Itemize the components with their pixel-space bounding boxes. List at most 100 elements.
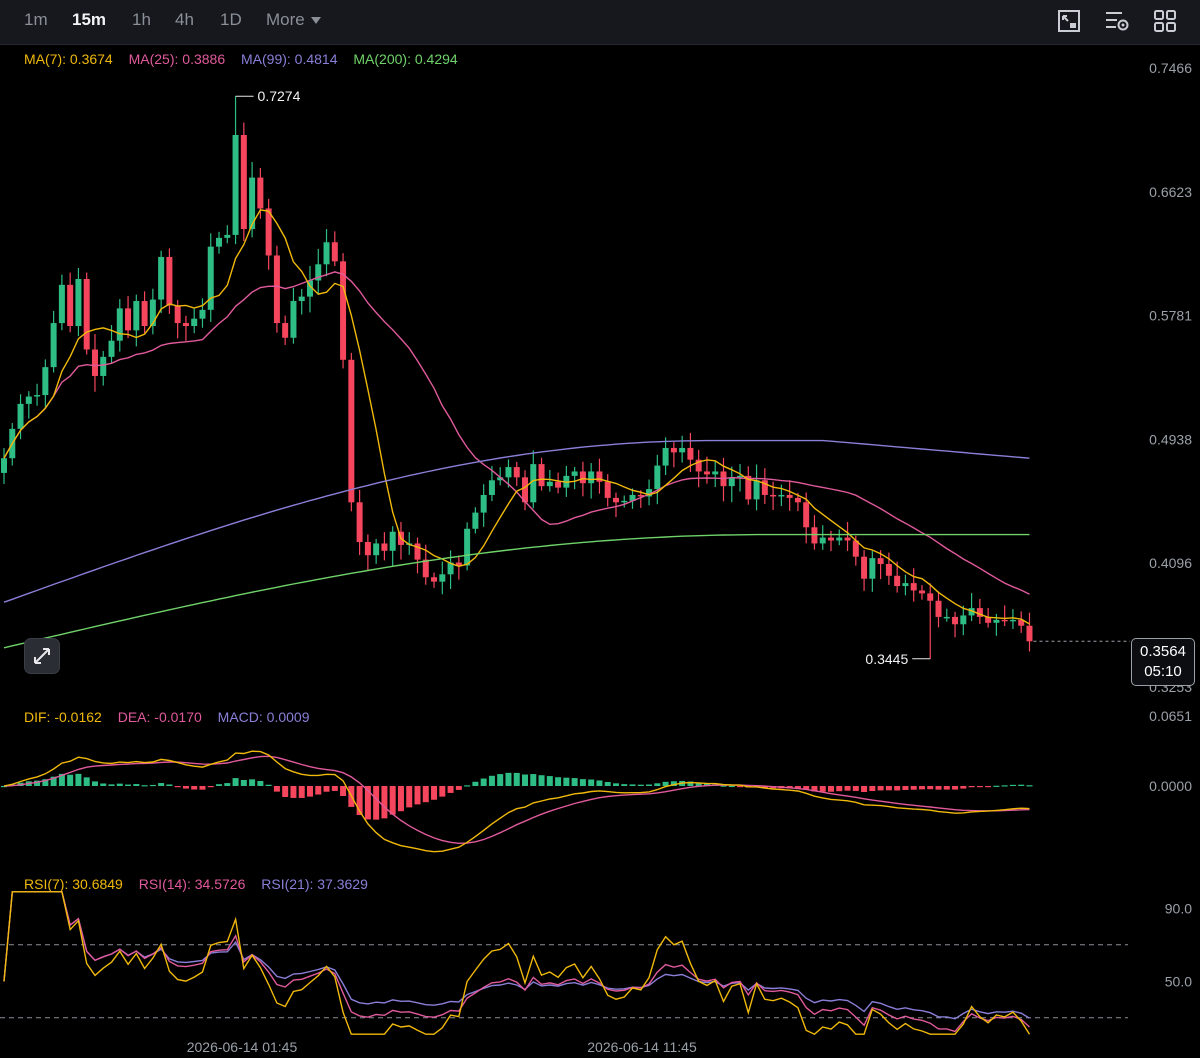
candle-body — [844, 537, 851, 541]
candle-body — [240, 134, 247, 230]
macd-histogram-bar — [522, 774, 529, 786]
candle-body — [364, 541, 371, 556]
more-timeframes-dropdown[interactable]: More — [266, 10, 321, 30]
candle-body — [737, 475, 744, 478]
macd-histogram-bar — [530, 774, 537, 786]
candle-body — [224, 234, 231, 238]
candle-body — [389, 531, 396, 551]
chart-settings-icon[interactable] — [1056, 8, 1082, 34]
macd-histogram-bar — [480, 778, 487, 786]
candle-body — [538, 464, 545, 487]
candle-body — [662, 447, 669, 466]
macd-histogram-bar — [844, 786, 851, 791]
expand-chart-button[interactable] — [24, 638, 60, 674]
macd-histogram-bar — [976, 786, 983, 788]
macd-histogram-bar — [985, 786, 992, 788]
candle-body — [910, 583, 917, 591]
ma25-line — [3, 271, 1030, 595]
macd-histogram-bar — [910, 786, 917, 790]
timeframe-1h[interactable]: 1h — [132, 10, 151, 29]
macd-histogram-bar — [422, 786, 429, 803]
macd-histogram-bar — [290, 786, 297, 798]
macd-histogram-bar — [803, 786, 810, 790]
macd-histogram-bar — [968, 786, 975, 788]
candle-body — [918, 590, 925, 594]
candle-body — [894, 575, 901, 587]
macd-histogram-bar — [703, 783, 710, 786]
ma-legend: MA(7): 0.3674 MA(25): 0.3886 MA(99): 0.4… — [24, 51, 470, 67]
macd-histogram-bar — [637, 784, 644, 786]
macd-histogram-bar — [34, 780, 41, 786]
candle-body — [1009, 619, 1016, 622]
candle-body — [298, 296, 305, 302]
macd-histogram-bar — [182, 786, 189, 789]
candle-body — [75, 278, 82, 327]
ma7-line — [3, 209, 1030, 625]
candle-body — [869, 558, 876, 579]
candle-body — [100, 356, 107, 376]
rsi14-value: RSI(14): 34.5726 — [138, 876, 246, 892]
macd-histogram-bar — [166, 784, 173, 786]
timeframe-1d[interactable]: 1D — [220, 10, 242, 29]
macd-histogram-bar — [472, 781, 479, 786]
macd-histogram-bar — [323, 786, 330, 792]
candle-body — [679, 447, 686, 453]
macd-histogram-bar — [761, 786, 768, 788]
candle-body — [373, 543, 380, 556]
dea-line — [3, 755, 1030, 845]
candle-body — [1, 458, 7, 473]
macd-histogram-bar — [852, 786, 859, 791]
candle-body — [902, 583, 909, 587]
macd-histogram-bar — [249, 779, 256, 786]
indicator-settings-icon[interactable] — [1104, 8, 1130, 34]
macd-histogram-bar — [42, 779, 49, 786]
candle-body — [505, 467, 512, 478]
candle-body — [588, 471, 595, 484]
candle-body — [216, 237, 223, 247]
candle-body — [257, 177, 264, 209]
price-axis-label: 0.7466 — [1149, 60, 1192, 76]
candle-body — [17, 403, 24, 429]
candle-body — [207, 246, 214, 310]
macd-histogram-bar — [447, 786, 454, 793]
macd-histogram-bar — [455, 786, 462, 790]
high-price-label: 0.7274 — [258, 88, 301, 104]
macd-histogram-bar — [149, 784, 156, 787]
candle-body — [571, 471, 578, 476]
candle-body — [612, 497, 619, 503]
candle-body — [960, 615, 967, 625]
candle-body — [703, 471, 710, 475]
macd-histogram-bar — [282, 786, 289, 797]
candle-body — [42, 367, 49, 396]
candle-body — [290, 301, 297, 338]
candle-countdown: 05:10 — [1144, 663, 1182, 680]
macd-histogram-bar — [216, 784, 223, 786]
candle-body — [199, 309, 206, 319]
candle-body — [935, 600, 942, 617]
macd-histogram-bar — [960, 786, 967, 789]
candle-body — [687, 447, 694, 460]
rsi21-value: RSI(21): 37.3629 — [261, 876, 368, 892]
candle-body — [885, 564, 892, 576]
candle-body — [83, 278, 90, 350]
layout-grid-icon[interactable] — [1152, 8, 1178, 34]
candle-body — [761, 480, 768, 495]
macd-histogram-bar — [819, 786, 826, 792]
candle-body — [976, 608, 983, 617]
macd-histogram-bar — [546, 776, 553, 786]
timeframe-4h[interactable]: 4h — [175, 10, 194, 29]
candle-body — [745, 475, 752, 500]
price-axis-label: 0.4938 — [1149, 431, 1192, 447]
candle-body — [646, 489, 653, 497]
dif-value: DIF: -0.0162 — [24, 709, 102, 725]
candle-body — [273, 255, 280, 324]
candle-body — [546, 481, 553, 487]
macd-histogram-bar — [894, 786, 901, 791]
timeframe-1m[interactable]: 1m — [24, 10, 48, 29]
timeframe-15m[interactable]: 15m — [72, 10, 107, 29]
macd-histogram-bar — [133, 784, 140, 786]
macd-histogram-bar — [414, 786, 421, 805]
macd-histogram-bar — [91, 781, 98, 786]
macd-histogram-bar — [662, 781, 669, 786]
